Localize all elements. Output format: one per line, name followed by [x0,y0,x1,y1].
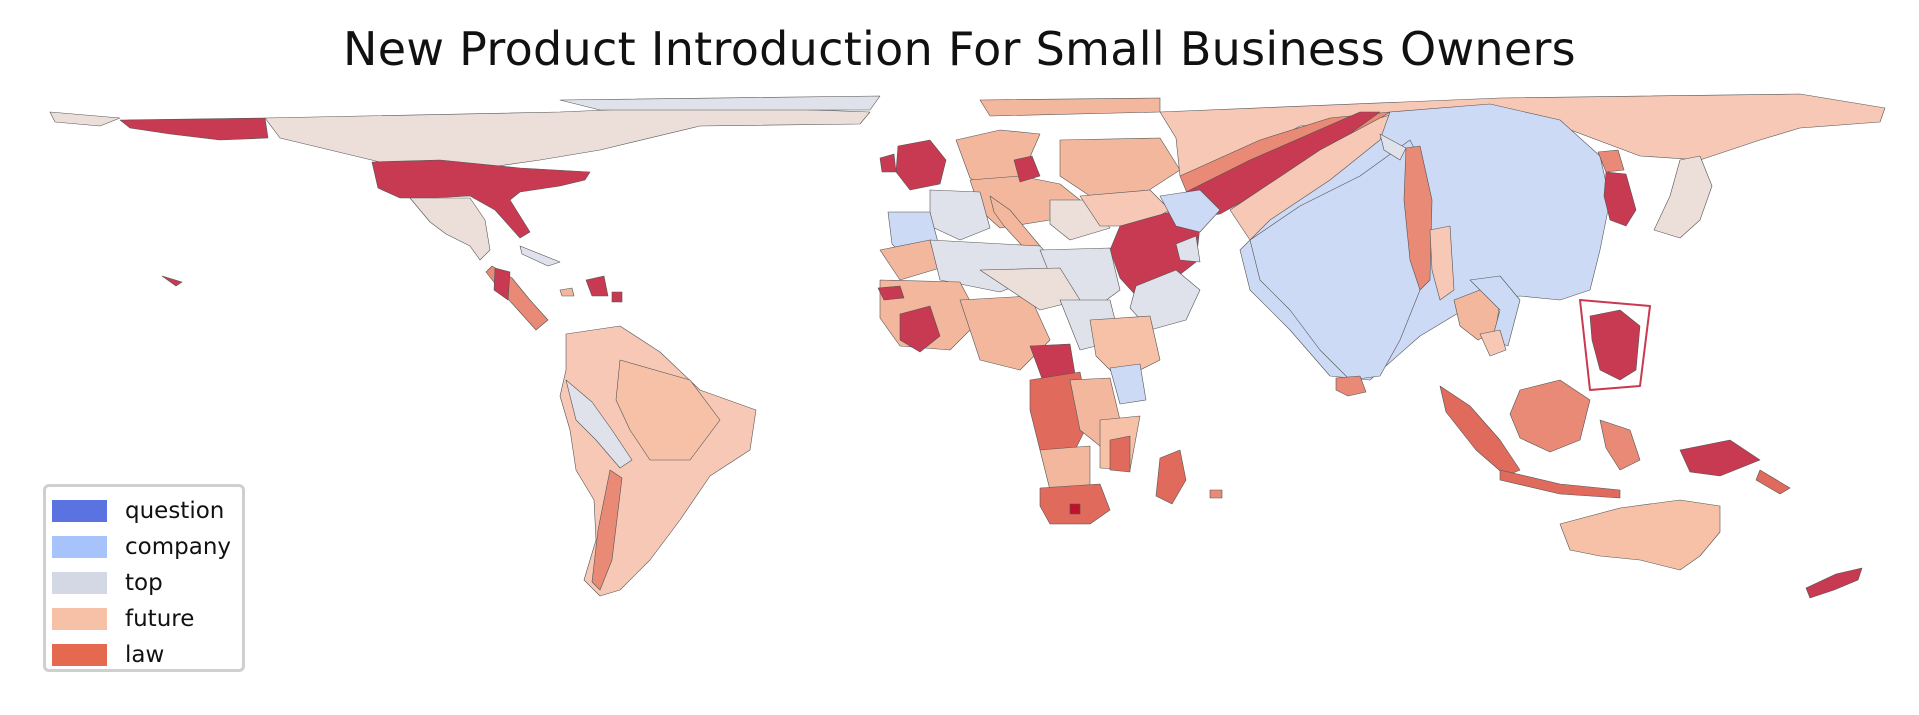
region-peru [565,379,633,469]
legend-label: question [125,498,225,524]
legend-swatch [52,572,107,594]
region-papua [1679,439,1761,477]
region-java [1499,469,1621,499]
region-nepal [1379,133,1407,161]
region-hispaniola [585,275,609,297]
region-hawaii [161,275,183,287]
legend-item-question: question [52,498,225,524]
legend: question company top future law [43,484,245,672]
region-chile [591,469,623,591]
region-indian-ocean-islands [1209,489,1223,499]
legend-label: company [125,534,232,560]
region-kenya [1109,363,1147,405]
region-laos-vietnam [1469,275,1521,347]
region-arctic-islands [559,95,881,111]
region-angola [1039,445,1091,491]
legend-label: future [125,606,195,632]
region-sri-lanka [1335,375,1367,397]
region-australia [1559,499,1721,571]
legend-item-law: law [52,642,165,668]
legend-label: law [125,642,165,668]
region-sumatra [1439,385,1521,477]
region-morocco [879,239,941,281]
legend-item-future: future [52,606,195,632]
region-new-zealand [1805,567,1863,599]
region-south-america [559,325,757,597]
region-mexico [409,197,491,261]
region-brazil-inner [615,359,721,461]
region-poland [1013,155,1041,183]
region-philippines [1589,309,1641,381]
region-philippines-outline [1579,299,1651,391]
region-myanmar [1429,225,1455,301]
region-north-korea [1597,149,1625,173]
legend-label: top [125,570,163,596]
region-bangladesh [1403,145,1433,291]
region-madagascar [1155,449,1187,505]
region-puerto-rico [611,291,623,303]
region-senegal [877,285,905,301]
region-india [1249,139,1431,381]
legend-swatch [52,500,107,522]
region-guatemala [493,267,511,301]
legend-item-company: company [52,534,232,560]
region-pacific-islands [1755,469,1791,495]
region-saudi-arabia [1129,269,1201,331]
region-uae [1175,235,1201,263]
legend-swatch [52,644,107,666]
legend-item-top: top [52,570,163,596]
region-sulawesi [1599,419,1641,471]
region-lesotho [1069,503,1081,515]
region-jamaica [559,287,575,297]
region-korea [1603,171,1637,227]
region-cuba [519,245,561,267]
region-gulf [1159,189,1221,233]
region-guinea [899,305,941,353]
region-ireland [879,153,897,173]
region-mozambique [1109,435,1131,473]
region-eastern-europe [1059,137,1181,197]
region-france [929,189,991,241]
region-alaska [119,117,269,141]
region-borneo [1509,379,1591,453]
region-japan [1653,155,1713,239]
legend-swatch [52,608,107,630]
region-uk [895,139,947,191]
legend-swatch [52,536,107,558]
chart-title: New Product Introduction For Small Busin… [343,22,1576,76]
region-west-islands [49,111,121,127]
region-cambodia [1479,329,1507,357]
region-canada [264,105,871,171]
region-russia-north-coast [979,97,1161,117]
